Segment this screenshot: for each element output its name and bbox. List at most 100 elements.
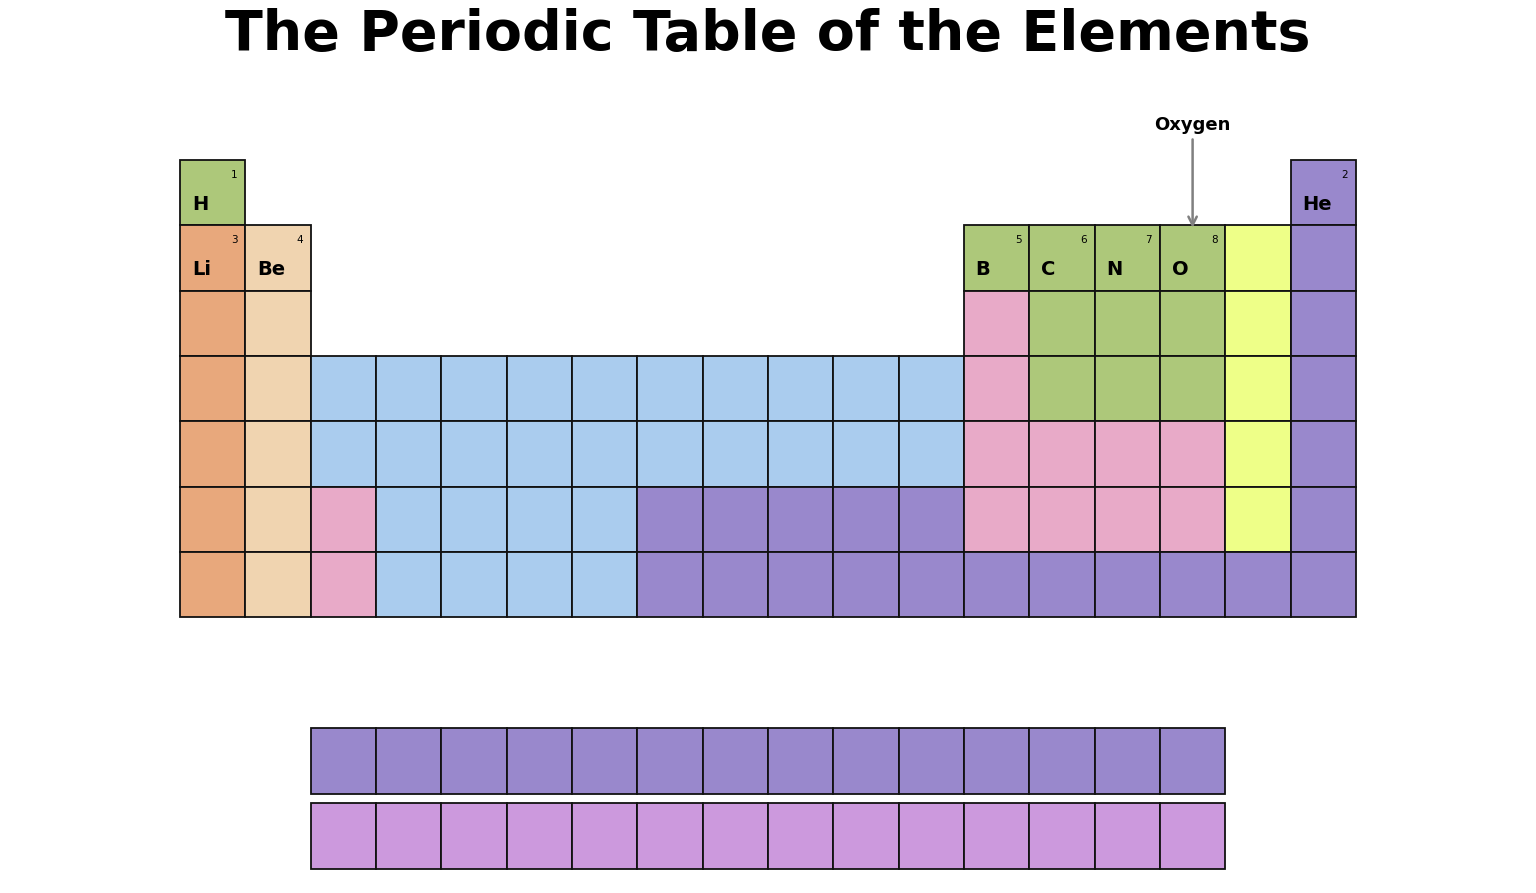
Bar — [1290, 160, 1356, 225]
Bar — [702, 487, 768, 552]
Bar — [768, 356, 834, 421]
Bar — [1290, 290, 1356, 356]
Text: 5: 5 — [1015, 235, 1021, 245]
Bar — [1160, 356, 1226, 421]
Bar — [571, 487, 637, 552]
Bar — [1226, 552, 1290, 617]
Text: 3: 3 — [230, 235, 238, 245]
Bar — [376, 487, 441, 552]
Bar — [1029, 356, 1095, 421]
Bar — [1160, 487, 1226, 552]
Bar — [376, 421, 441, 487]
Text: 2: 2 — [1341, 170, 1349, 179]
Bar — [834, 729, 899, 794]
Bar — [834, 552, 899, 617]
Bar — [1095, 729, 1160, 794]
Bar — [1160, 729, 1226, 794]
Bar — [246, 356, 310, 421]
Bar — [571, 421, 637, 487]
Bar — [1029, 290, 1095, 356]
Bar — [834, 356, 899, 421]
Bar — [1226, 290, 1290, 356]
Bar — [376, 552, 441, 617]
Bar — [702, 804, 768, 869]
Bar — [899, 356, 965, 421]
Bar — [1095, 421, 1160, 487]
Bar — [1290, 421, 1356, 487]
Bar — [1290, 225, 1356, 290]
Bar — [1095, 290, 1160, 356]
Bar — [310, 356, 376, 421]
Text: 1: 1 — [230, 170, 238, 179]
Bar — [1029, 487, 1095, 552]
Bar — [1160, 225, 1226, 290]
Bar — [1160, 421, 1226, 487]
Bar — [965, 290, 1029, 356]
Bar — [1029, 552, 1095, 617]
Bar — [899, 552, 965, 617]
Bar — [507, 356, 571, 421]
Bar — [571, 804, 637, 869]
Bar — [637, 487, 702, 552]
Bar — [507, 487, 571, 552]
Text: B: B — [975, 260, 991, 280]
Bar — [441, 356, 507, 421]
Bar — [376, 804, 441, 869]
Bar — [702, 421, 768, 487]
Bar — [246, 421, 310, 487]
Bar — [1290, 552, 1356, 617]
Text: H: H — [192, 195, 207, 214]
Text: 8: 8 — [1210, 235, 1218, 245]
Bar — [246, 487, 310, 552]
Text: C: C — [1041, 260, 1055, 280]
Bar — [899, 421, 965, 487]
Bar — [637, 356, 702, 421]
Bar — [834, 487, 899, 552]
Bar — [441, 487, 507, 552]
Text: He: He — [1303, 195, 1332, 214]
Bar — [1029, 421, 1095, 487]
Text: Oxygen: Oxygen — [1155, 116, 1230, 225]
Bar — [899, 729, 965, 794]
Bar — [965, 225, 1029, 290]
Bar — [1226, 487, 1290, 552]
Bar — [180, 290, 246, 356]
Bar — [180, 421, 246, 487]
Bar — [441, 729, 507, 794]
Bar — [1029, 804, 1095, 869]
Bar — [441, 804, 507, 869]
Bar — [768, 552, 834, 617]
Bar — [637, 804, 702, 869]
Text: Be: Be — [257, 260, 286, 280]
Bar — [1095, 804, 1160, 869]
Bar — [1226, 225, 1290, 290]
Bar — [702, 552, 768, 617]
Text: 7: 7 — [1146, 235, 1152, 245]
Bar — [1160, 290, 1226, 356]
Bar — [899, 804, 965, 869]
Bar — [571, 729, 637, 794]
Bar — [310, 729, 376, 794]
Text: Li: Li — [192, 260, 210, 280]
Bar — [1095, 552, 1160, 617]
Bar — [768, 804, 834, 869]
Bar — [1160, 552, 1226, 617]
Bar — [637, 552, 702, 617]
Bar — [571, 552, 637, 617]
Bar — [899, 487, 965, 552]
Bar — [180, 487, 246, 552]
Bar — [441, 552, 507, 617]
Bar — [246, 552, 310, 617]
Bar — [1290, 356, 1356, 421]
Bar — [1029, 225, 1095, 290]
Bar — [1095, 487, 1160, 552]
Bar — [180, 160, 246, 225]
Bar — [965, 487, 1029, 552]
Bar — [507, 421, 571, 487]
Bar — [246, 225, 310, 290]
Bar — [834, 804, 899, 869]
Bar — [965, 356, 1029, 421]
Bar — [507, 804, 571, 869]
Text: The Periodic Table of the Elements: The Periodic Table of the Elements — [226, 8, 1310, 62]
Bar — [571, 356, 637, 421]
